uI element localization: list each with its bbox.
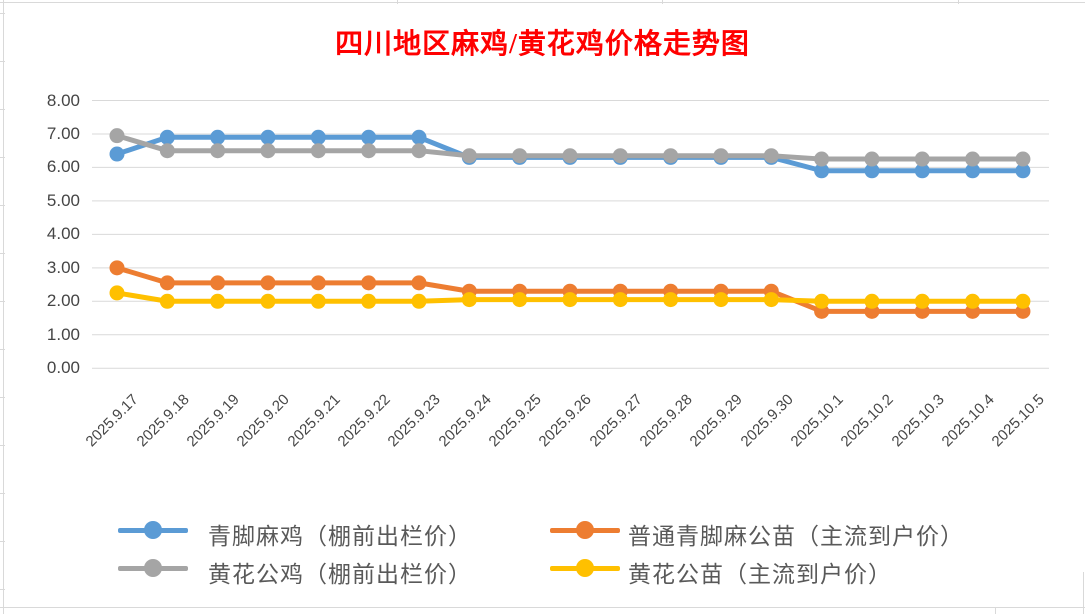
sheet-column-line [958, 0, 959, 4]
sheet-column-line-right [1083, 572, 1084, 614]
sheet-column-line [662, 0, 663, 4]
data-point [159, 129, 175, 145]
data-point [814, 163, 830, 179]
data-point [663, 148, 679, 164]
y-axis-label: 1.00 [46, 324, 80, 344]
sheet-row-tick [0, 109, 5, 110]
legend-dot-marker-icon [576, 559, 594, 577]
data-point [512, 292, 528, 308]
data-point [512, 148, 528, 164]
data-point [663, 292, 679, 308]
data-point [361, 129, 377, 145]
legend-label: 青脚麻鸡（棚前出栏价） [208, 523, 472, 549]
data-point [260, 293, 276, 309]
y-axis-label: 8.00 [46, 90, 80, 110]
data-point [1015, 163, 1031, 179]
data-point [260, 143, 276, 159]
data-point [310, 293, 326, 309]
legend-dot-marker-icon [576, 521, 594, 539]
chart-title: 四川地区麻鸡/黄花鸡价格走势图 [335, 29, 750, 60]
sheet-row-line-top [0, 2, 1085, 3]
data-point [914, 151, 930, 167]
data-point [1015, 293, 1031, 309]
sheet-row-tick [0, 13, 5, 14]
data-point [109, 128, 125, 144]
sheet-row-tick [0, 61, 5, 62]
legend-dot-marker-icon [144, 559, 162, 577]
sheet-row-tick [0, 541, 5, 542]
sheet-row-tick [0, 157, 5, 158]
data-point [361, 143, 377, 159]
data-point [1015, 151, 1031, 167]
data-point [310, 129, 326, 145]
y-axis-label: 3.00 [46, 257, 80, 277]
legend-label: 黄花公苗（主流到户价） [628, 561, 892, 587]
data-point [864, 163, 880, 179]
sheet-column-line-left [3, 0, 4, 614]
data-point [713, 292, 729, 308]
sheet-row-tick [0, 589, 5, 590]
data-point [864, 293, 880, 309]
data-point [914, 163, 930, 179]
data-point [914, 293, 930, 309]
data-point [109, 285, 125, 301]
data-point [109, 260, 125, 276]
sheet-row-tick [0, 397, 5, 398]
data-point [814, 151, 830, 167]
data-point [210, 275, 226, 291]
data-point [310, 143, 326, 159]
data-point [361, 293, 377, 309]
y-axis-label: 5.00 [46, 190, 80, 210]
data-point [411, 129, 427, 145]
data-point [109, 146, 125, 162]
data-point [210, 129, 226, 145]
data-point [260, 129, 276, 145]
data-point [461, 148, 477, 164]
y-axis-label: 0.00 [46, 358, 80, 378]
data-point [814, 293, 830, 309]
data-point [965, 293, 981, 309]
legend-label: 普通青脚麻公苗（主流到户价） [628, 523, 964, 549]
data-point [713, 148, 729, 164]
data-point [411, 293, 427, 309]
data-point [411, 275, 427, 291]
data-point [612, 292, 628, 308]
data-point [763, 148, 779, 164]
sheet-row-tick [0, 445, 5, 446]
y-axis-label: 4.00 [46, 224, 80, 244]
data-point [159, 275, 175, 291]
data-point [965, 163, 981, 179]
y-axis-label: 2.00 [46, 291, 80, 311]
data-point [411, 143, 427, 159]
sheet-row-line-bottom [0, 607, 1085, 608]
legend-label: 黄花公鸡（棚前出栏价） [208, 561, 472, 587]
data-point [562, 148, 578, 164]
sheet-row-tick [0, 349, 5, 350]
data-point [210, 143, 226, 159]
y-axis-label: 6.00 [46, 157, 80, 177]
data-point [361, 275, 377, 291]
legend-dot-marker-icon [144, 521, 162, 539]
sheet-column-line [995, 607, 996, 614]
data-point [159, 143, 175, 159]
data-point [210, 293, 226, 309]
sheet-row-tick [0, 493, 5, 494]
sheet-row-tick [0, 205, 5, 206]
data-point [310, 275, 326, 291]
data-point [461, 292, 477, 308]
data-point [260, 275, 276, 291]
y-axis-label: 7.00 [46, 123, 80, 143]
data-point [159, 293, 175, 309]
data-point [562, 292, 578, 308]
data-point [612, 148, 628, 164]
sheet-row-tick [0, 253, 5, 254]
sheet-row-tick [0, 301, 5, 302]
sheet-column-line [397, 0, 398, 4]
data-point [763, 292, 779, 308]
data-point [965, 151, 981, 167]
data-point [864, 151, 880, 167]
